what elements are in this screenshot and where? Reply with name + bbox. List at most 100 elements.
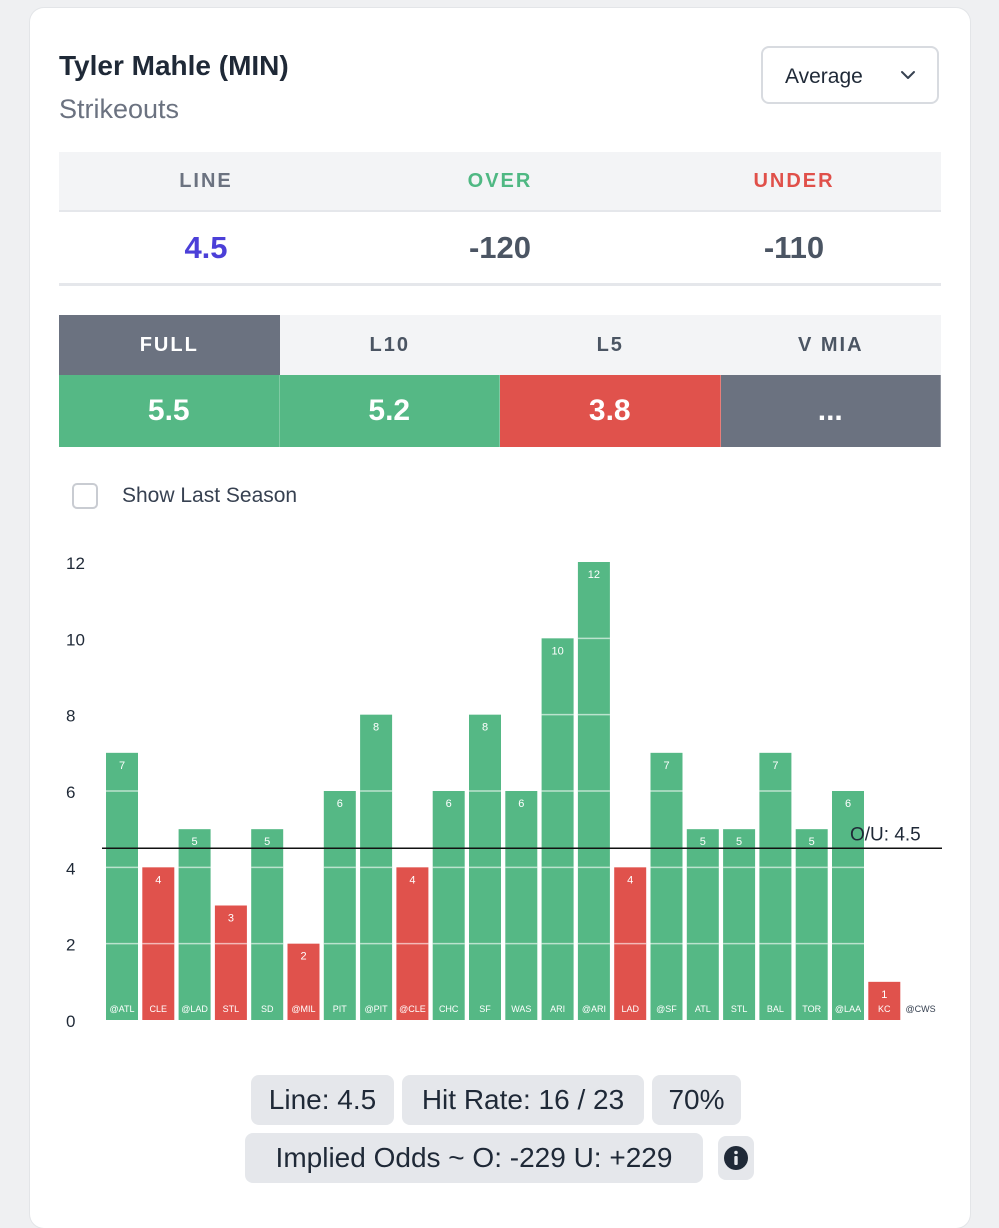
bar-value-label: 3 [228, 913, 234, 925]
category-label: @PIT [365, 1004, 389, 1014]
category-label: @CWS [906, 1004, 936, 1014]
summary-hit-rate: Hit Rate: 16 / 23 [402, 1075, 644, 1125]
bar-value-label: 5 [736, 836, 742, 848]
bar-value-label: 7 [663, 760, 669, 772]
bar-value-label: 5 [264, 836, 270, 848]
bar [759, 752, 792, 1020]
bar-value-label: 7 [119, 760, 125, 772]
bar [287, 943, 320, 1020]
bar-value-label: 4 [155, 874, 161, 886]
category-label: ATL [695, 1004, 711, 1014]
category-label: @ARI [582, 1004, 606, 1014]
bar [686, 829, 719, 1020]
line-value: 4.5 [184, 229, 228, 265]
show-last-season-checkbox[interactable] [72, 483, 98, 509]
line-header: LINE [179, 169, 233, 192]
aggregate-dropdown[interactable]: Average [761, 46, 939, 104]
category-label: @SF [656, 1004, 677, 1014]
tab-v-mia[interactable]: V MIA [797, 333, 864, 356]
show-last-season-toggle[interactable]: Show Last Season [72, 481, 297, 511]
range-values: 5.5 5.2 3.8 ... [59, 375, 941, 447]
bar [795, 829, 828, 1020]
category-label: BAL [767, 1004, 784, 1014]
category-label: WAS [511, 1004, 531, 1014]
category-label: @ATL [110, 1004, 135, 1014]
over-header: OVER [467, 169, 533, 192]
bar [323, 791, 356, 1020]
bar [178, 829, 211, 1020]
tab-l5[interactable]: L5 [596, 333, 624, 356]
y-tick-label: 2 [66, 936, 75, 955]
bar-value-label: 1 [881, 989, 887, 1001]
bar-value-label: 6 [518, 798, 524, 810]
bar [106, 752, 138, 1020]
category-label: CHC [439, 1004, 459, 1014]
bar-value-label: 6 [845, 798, 851, 810]
dropdown-selected: Average [785, 65, 863, 88]
bar-value-label: 2 [300, 951, 306, 963]
bar-value-label: 5 [809, 836, 815, 848]
bar-value-label: 5 [700, 836, 706, 848]
bar [432, 791, 465, 1020]
bar-value-label: 4 [409, 874, 415, 886]
category-label: TOR [802, 1004, 821, 1014]
category-label: PIT [333, 1004, 348, 1014]
over-odds: -120 [468, 229, 532, 265]
player-name: Tyler Mahle (MIN) [59, 50, 289, 81]
tab-full[interactable]: FULL [59, 315, 280, 375]
bar-value-label: 6 [446, 798, 452, 810]
y-tick-label: 12 [66, 554, 85, 573]
category-label: STL [223, 1004, 240, 1014]
category-label: KC [878, 1004, 891, 1014]
odds-value-row: 4.5 -120 -110 [59, 210, 941, 286]
category-label: @LAD [181, 1004, 208, 1014]
y-tick-label: 4 [66, 859, 75, 878]
bar-value-label: 4 [627, 874, 633, 886]
info-icon [724, 1146, 748, 1170]
show-last-season-label: Show Last Season [122, 484, 298, 507]
summary-line: Line: 4.5 [251, 1075, 394, 1125]
bar-value-label: 8 [373, 722, 379, 734]
bar-value-label: 12 [588, 569, 600, 581]
summary-implied-odds: Implied Odds ~ O: -229 U: +229 [245, 1133, 703, 1183]
bar [650, 752, 683, 1020]
bar-value-label: 6 [337, 798, 343, 810]
bar [214, 905, 247, 1020]
category-label: @LAA [835, 1004, 861, 1014]
ou-line-label: O/U: 4.5 [850, 824, 921, 845]
bar [723, 829, 756, 1020]
category-label: @MIL [291, 1004, 315, 1014]
category-label: CLE [150, 1004, 168, 1014]
y-tick-label: 6 [66, 783, 75, 802]
bar [832, 791, 864, 1020]
bar-value-label: 8 [482, 722, 488, 734]
l5-average[interactable]: 3.8 [500, 375, 721, 447]
category-label: SF [479, 1004, 491, 1014]
chevron-down-icon [901, 71, 915, 79]
y-tick-label: 10 [66, 630, 85, 649]
y-tick-label: 0 [66, 1012, 75, 1031]
under-header: UNDER [753, 169, 835, 192]
bar-value-label: 5 [192, 836, 198, 848]
stat-type: Strikeouts [59, 94, 180, 124]
bar [505, 791, 538, 1020]
bar [868, 981, 901, 1020]
odds-header-row: LINE OVER UNDER [59, 152, 941, 210]
bar [251, 829, 284, 1020]
category-label: @CLE [399, 1004, 426, 1014]
category-label: SD [261, 1004, 274, 1014]
category-label: ARI [550, 1004, 565, 1014]
v-mia-average[interactable]: ... [720, 375, 941, 447]
l10-average[interactable]: 5.2 [279, 375, 500, 447]
range-tabs: FULL L10 L5 V MIA [59, 315, 941, 375]
y-tick-label: 8 [66, 707, 75, 726]
bar-value-label: 10 [551, 645, 563, 657]
full-average[interactable]: 5.5 [59, 375, 280, 447]
category-label: LAD [621, 1004, 639, 1014]
bar-value-label: 7 [772, 760, 778, 772]
under-odds: -110 [763, 229, 825, 265]
category-label: STL [731, 1004, 748, 1014]
summary-percent: 70% [652, 1075, 741, 1125]
tab-l10[interactable]: L10 [369, 333, 410, 356]
info-button[interactable] [718, 1136, 754, 1180]
